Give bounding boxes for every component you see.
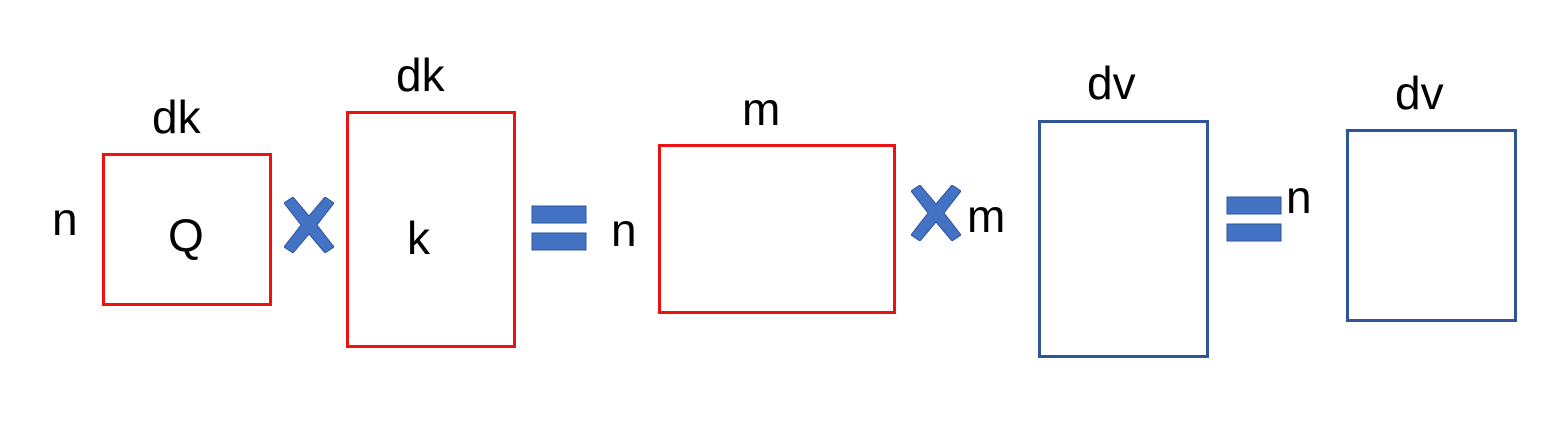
q-row-label: n [52,193,78,245]
v-col-label: dv [1087,57,1136,109]
v-matrix-box [1038,120,1209,358]
q-matrix-name: Q [168,209,204,261]
output-col-label: dv [1395,67,1444,119]
v-row-label: m [967,190,1006,242]
k-matrix-name: k [407,212,430,264]
multiply-icon [284,197,334,253]
scores-col-label: m [742,83,781,135]
k-col-label: dk [396,49,445,101]
scores-matrix-box [658,144,896,314]
q-col-label: dk [152,91,201,143]
output-matrix-box [1346,129,1517,322]
multiply-icon [911,185,961,241]
output-row-label: n [1286,171,1312,223]
equals-icon [531,205,587,251]
k-matrix-box: k [346,111,516,348]
q-matrix-box: Q [102,153,272,306]
equals-icon [1226,196,1282,242]
scores-row-label: n [611,204,637,256]
